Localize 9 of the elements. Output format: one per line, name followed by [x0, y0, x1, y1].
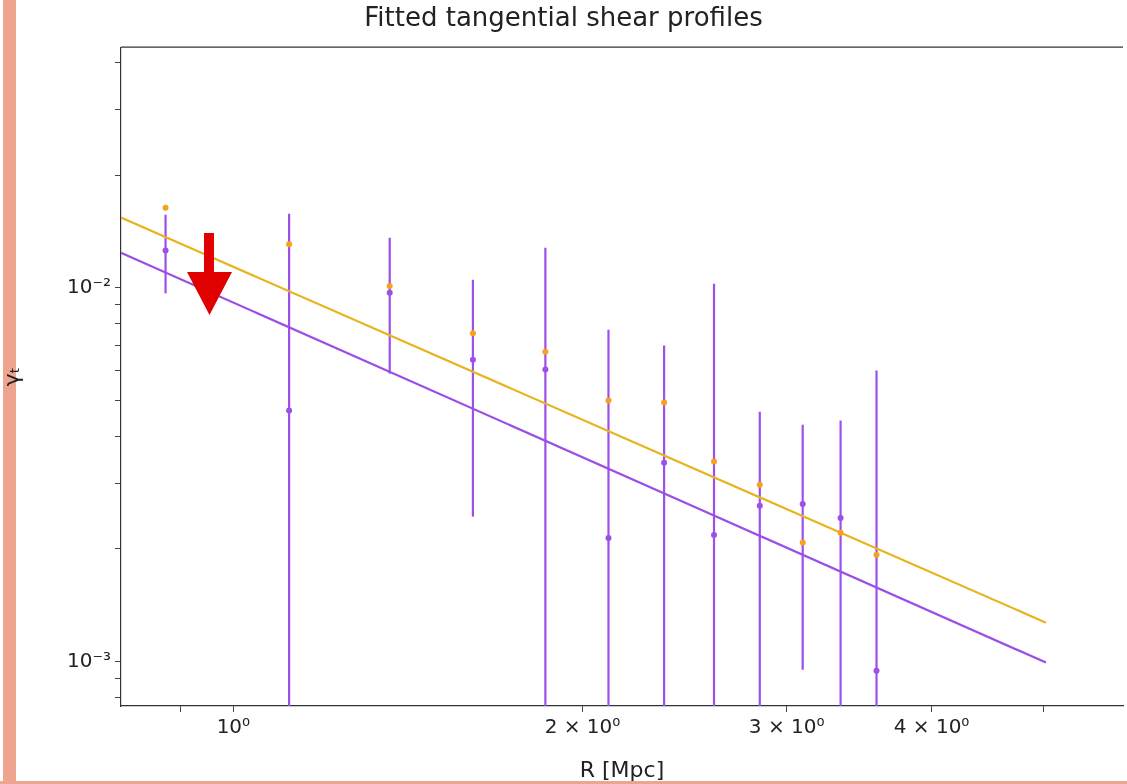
y-axis-title: γₜ [0, 366, 24, 387]
x-axis-title: R [Mpc] [579, 756, 665, 782]
x-tick-label: 3 × 10⁰ [748, 714, 825, 739]
x-tick-label: 4 × 10⁰ [893, 714, 970, 739]
chart-title: Fitted tangential shear profiles [364, 2, 763, 33]
x-tick-label: 10⁰ [216, 714, 251, 739]
y-tick-label: 10⁻² [66, 273, 111, 298]
y-tick-label: 10⁻³ [66, 647, 111, 672]
x-tick-label: 2 × 10⁰ [544, 714, 621, 739]
